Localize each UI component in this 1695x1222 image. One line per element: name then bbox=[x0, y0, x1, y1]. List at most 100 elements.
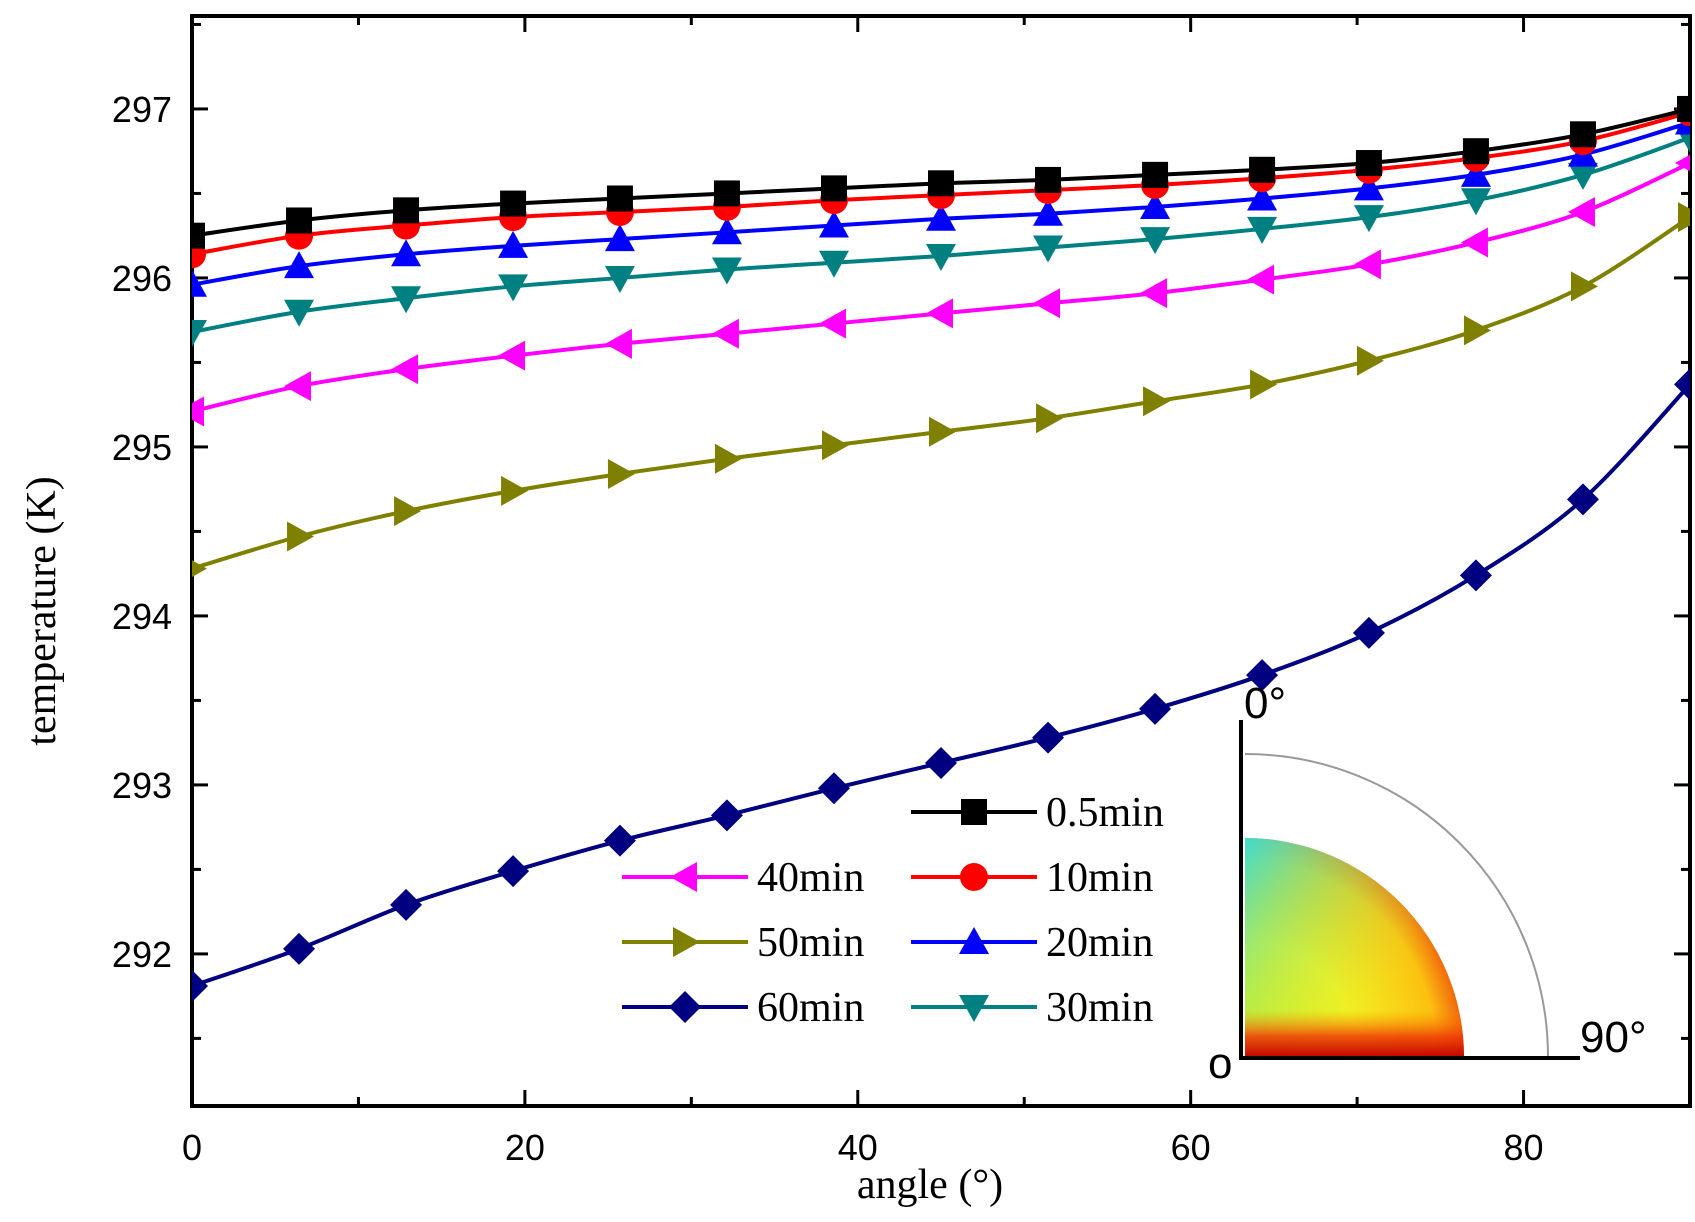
data-point-50min bbox=[1143, 386, 1171, 417]
legend-swatch-marker bbox=[959, 995, 989, 1022]
data-point-50min bbox=[1036, 403, 1064, 434]
data-point-30min bbox=[604, 265, 635, 293]
data-point-50min bbox=[1570, 271, 1598, 302]
legend-label: 10min bbox=[1046, 855, 1153, 901]
data-point-40min bbox=[1567, 197, 1595, 228]
y-tick-label: 294 bbox=[112, 596, 172, 637]
data-point-50min bbox=[714, 443, 742, 474]
data-point-20min bbox=[1140, 191, 1171, 219]
data-point-0-5min bbox=[1249, 156, 1276, 183]
data-point-60min bbox=[1566, 483, 1599, 516]
series-40min bbox=[192, 154, 1690, 427]
legend-label: 30min bbox=[1046, 985, 1153, 1031]
data-point-60min bbox=[710, 799, 743, 832]
data-point-0-5min bbox=[1677, 95, 1690, 122]
legend-item-40min: 40min bbox=[622, 855, 864, 901]
data-point-50min bbox=[1463, 315, 1491, 346]
data-point-0-5min bbox=[820, 175, 847, 202]
data-point-30min bbox=[711, 257, 742, 285]
data-point-20min bbox=[498, 230, 529, 258]
data-point-40min bbox=[1247, 264, 1275, 295]
data-point-40min bbox=[391, 354, 419, 385]
legend-swatch-marker bbox=[669, 991, 701, 1023]
x-tick-label: 20 bbox=[505, 1127, 545, 1168]
data-point-30min bbox=[498, 274, 529, 302]
legend-label: 0.5min bbox=[1046, 790, 1164, 836]
inset-figure: 0° 90° o bbox=[1208, 679, 1647, 1088]
data-point-50min bbox=[821, 430, 849, 461]
series-50min bbox=[192, 202, 1690, 577]
legend-item-0-5min: 0.5min bbox=[911, 790, 1164, 836]
data-point-20min bbox=[284, 251, 315, 279]
data-point-0-5min bbox=[928, 170, 954, 197]
series-line-60min bbox=[192, 383, 1690, 988]
data-point-40min bbox=[818, 308, 846, 339]
x-tick-label: 0 bbox=[182, 1127, 202, 1168]
series-0-5min bbox=[192, 95, 1690, 249]
data-point-20min bbox=[1033, 198, 1064, 226]
data-point-20min bbox=[604, 224, 635, 252]
data-point-20min bbox=[1460, 159, 1491, 187]
y-axis-title: temperature (K) bbox=[19, 476, 65, 745]
ticks-layer: 0 20 40 60 80 292 293 294 295 296 297 bbox=[112, 16, 1692, 1168]
legend-label: 40min bbox=[757, 855, 864, 901]
data-point-60min bbox=[1032, 721, 1065, 754]
legend-item-20min: 20min bbox=[911, 920, 1153, 966]
legend-item-50min: 50min bbox=[622, 920, 864, 966]
data-point-40min bbox=[284, 371, 312, 402]
data-point-50min bbox=[1356, 345, 1384, 376]
data-point-20min bbox=[192, 269, 207, 297]
y-tick-label: 296 bbox=[112, 258, 172, 299]
x-tick-label: 80 bbox=[1504, 1127, 1544, 1168]
data-point-60min bbox=[192, 970, 208, 1003]
data-point-30min bbox=[391, 286, 422, 314]
inset-label-0deg: 0° bbox=[1244, 679, 1286, 728]
data-point-30min bbox=[926, 243, 956, 271]
data-point-50min bbox=[929, 416, 956, 447]
data-point-0-5min bbox=[286, 207, 313, 234]
data-point-30min bbox=[284, 299, 315, 327]
data-point-0-5min bbox=[1035, 166, 1062, 193]
legend-label: 20min bbox=[1046, 920, 1153, 966]
legend-label: 60min bbox=[757, 985, 864, 1031]
data-point-0-5min bbox=[606, 185, 633, 212]
data-point-60min bbox=[817, 772, 850, 805]
data-point-40min bbox=[1460, 227, 1488, 258]
inset-hot-band bbox=[1245, 838, 1464, 1057]
y-tick-label: 297 bbox=[112, 89, 172, 130]
data-point-0-5min bbox=[1569, 121, 1596, 148]
data-point-40min bbox=[1140, 278, 1168, 309]
x-tick-label: 60 bbox=[1171, 1127, 1211, 1168]
legend-swatch-marker bbox=[670, 862, 697, 892]
data-point-20min bbox=[711, 217, 742, 245]
data-point-50min bbox=[607, 458, 635, 489]
data-point-60min bbox=[925, 746, 957, 779]
data-point-30min bbox=[1460, 188, 1491, 216]
data-point-30min bbox=[818, 250, 849, 278]
data-point-30min bbox=[1247, 216, 1278, 244]
data-point-40min bbox=[498, 340, 526, 371]
data-point-30min bbox=[1567, 162, 1598, 190]
data-point-40min bbox=[711, 318, 739, 349]
legend-item-10min: 10min bbox=[911, 855, 1153, 901]
y-tick-label: 293 bbox=[112, 765, 172, 806]
data-point-20min bbox=[818, 210, 849, 238]
data-point-50min bbox=[287, 521, 315, 552]
data-point-0-5min bbox=[1462, 138, 1489, 165]
data-point-0-5min bbox=[1142, 161, 1169, 188]
data-point-60min bbox=[1674, 368, 1690, 401]
series-layer bbox=[192, 95, 1690, 1003]
inset-label-90deg: 90° bbox=[1580, 1013, 1647, 1062]
series-60min bbox=[192, 368, 1690, 1003]
data-point-20min bbox=[1353, 173, 1384, 201]
inset-heatmap bbox=[1245, 838, 1464, 1057]
data-point-0-5min bbox=[500, 190, 527, 217]
inset-label-origin: o bbox=[1208, 1039, 1232, 1088]
data-point-40min bbox=[926, 298, 953, 329]
data-point-0-5min bbox=[192, 222, 205, 249]
data-point-30min bbox=[192, 320, 207, 348]
series-20min bbox=[192, 107, 1690, 297]
legend: 40min 50min 60min 0.5min 10min 20min 30min bbox=[622, 790, 1164, 1031]
data-point-50min bbox=[1678, 202, 1690, 233]
